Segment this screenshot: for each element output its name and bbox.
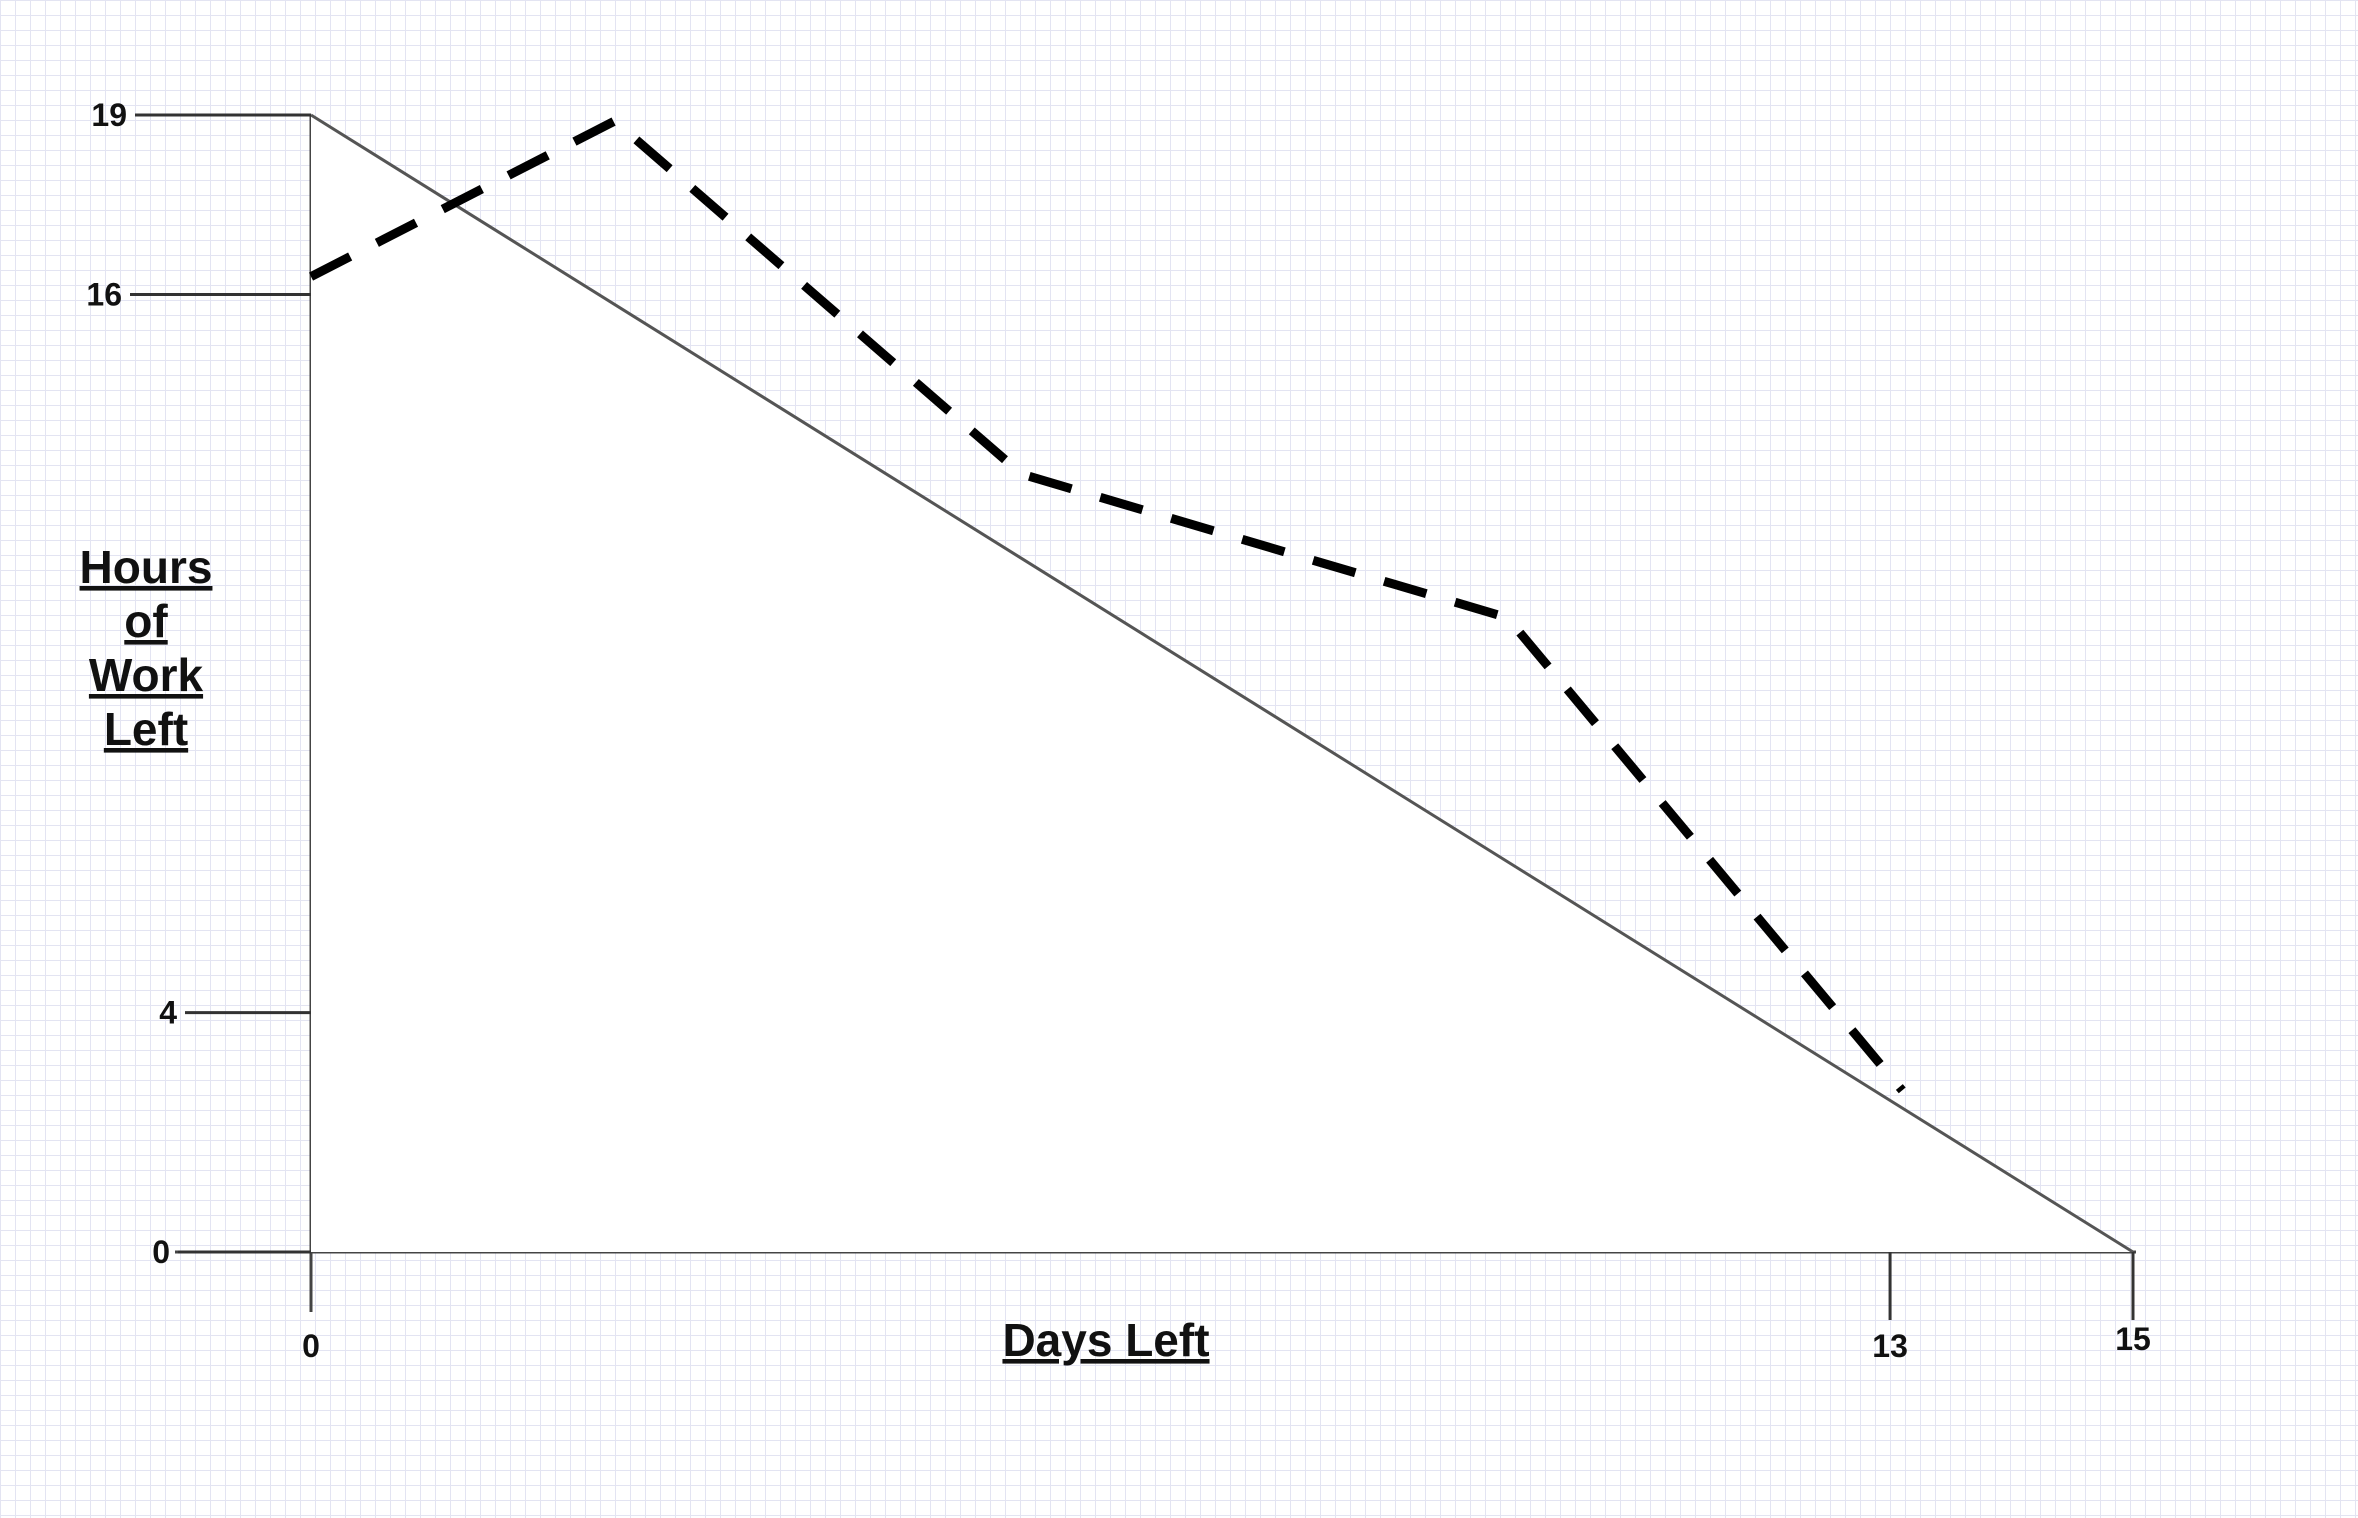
y-axis-title-line: Work bbox=[89, 649, 204, 701]
ideal-series-line bbox=[310, 113, 2134, 1254]
x-tick-label: 0 bbox=[302, 1328, 320, 1364]
y-axis-title-line: Left bbox=[104, 703, 188, 755]
series-layer bbox=[308, 113, 2134, 1254]
y-tick-label: 4 bbox=[159, 995, 177, 1031]
y-tick-label: 16 bbox=[86, 277, 122, 313]
x-tick-label: 13 bbox=[1872, 1328, 1908, 1364]
y-axis-title-line: of bbox=[124, 595, 168, 647]
y-tick-label: 19 bbox=[91, 97, 127, 133]
ticks: 0 4 16 19 0 13 15 bbox=[86, 97, 2150, 1364]
actual-series-line bbox=[308, 116, 1906, 1094]
series-1-point bbox=[614, 120, 615, 121]
series-1-point bbox=[1507, 617, 1508, 618]
y-tick-label: 0 bbox=[152, 1234, 170, 1270]
y-axis-title-line: Hours bbox=[80, 541, 213, 593]
series-1-point bbox=[1021, 474, 1022, 475]
y-axis-title: Hours of Work Left bbox=[80, 541, 213, 755]
x-axis-title: Days Left bbox=[1002, 1314, 1209, 1366]
x-tick-label: 15 bbox=[2115, 1321, 2151, 1357]
